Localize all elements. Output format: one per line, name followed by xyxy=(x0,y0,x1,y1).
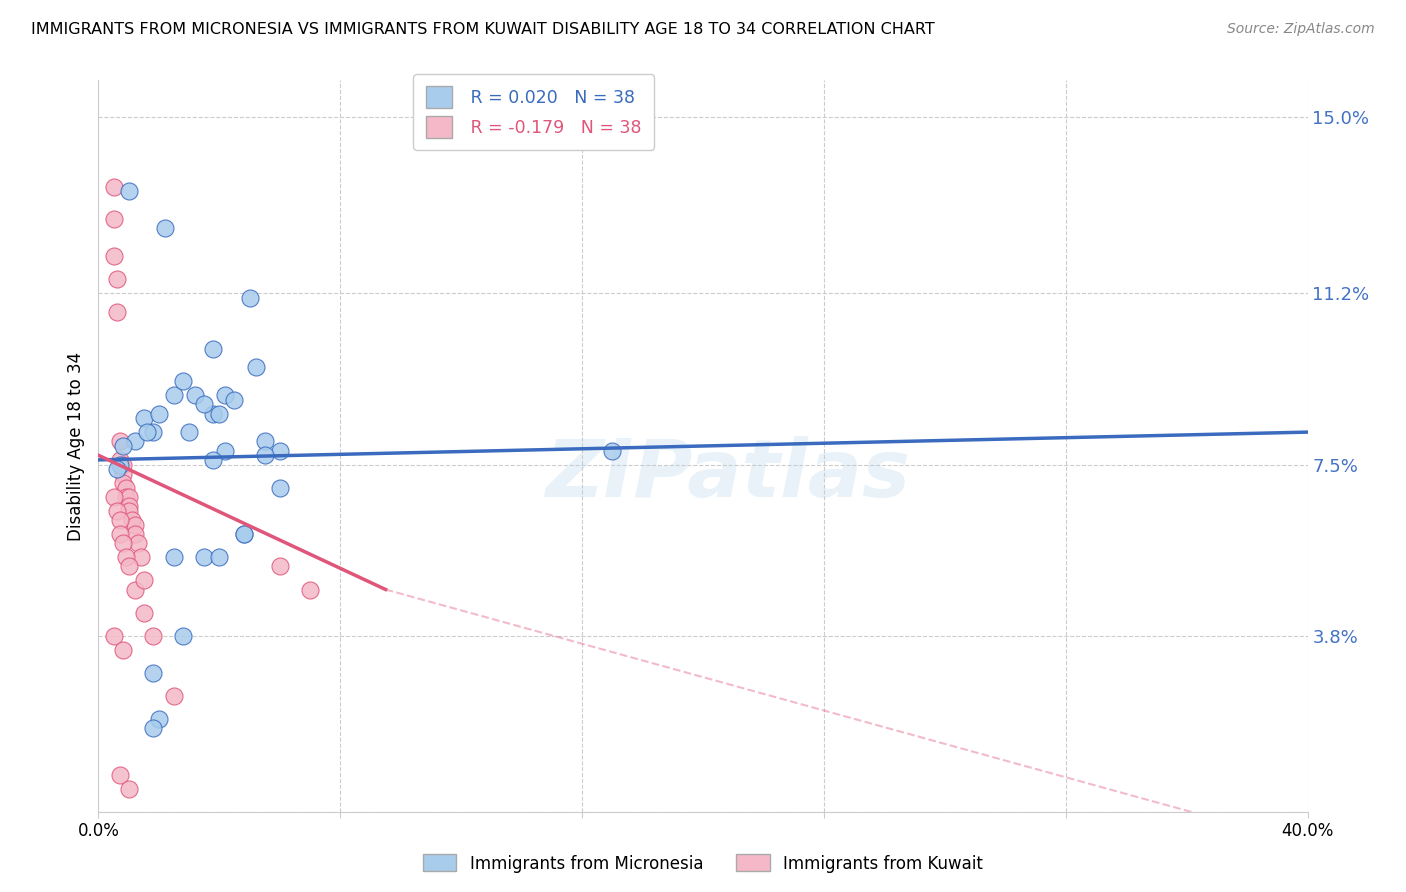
Point xyxy=(118,185,141,199)
Point xyxy=(208,550,231,565)
Point xyxy=(121,513,143,527)
Point xyxy=(129,550,152,565)
Point xyxy=(103,249,125,263)
Point xyxy=(202,407,225,421)
Point xyxy=(193,397,215,411)
Point xyxy=(103,212,125,227)
Point xyxy=(132,574,155,588)
Point xyxy=(142,665,165,680)
Point xyxy=(103,179,125,194)
Point xyxy=(253,448,276,462)
Point xyxy=(232,527,254,541)
Point xyxy=(118,499,141,513)
Point xyxy=(103,490,125,504)
Point xyxy=(172,374,194,388)
Point xyxy=(105,272,128,286)
Point xyxy=(114,550,136,565)
Point xyxy=(111,476,134,491)
Point xyxy=(142,629,165,643)
Point xyxy=(108,767,131,781)
Point xyxy=(179,425,201,439)
Point xyxy=(114,490,136,504)
Point xyxy=(111,467,134,481)
Point xyxy=(269,481,291,495)
Point xyxy=(114,481,136,495)
Point xyxy=(111,458,134,472)
Point xyxy=(208,407,231,421)
Point xyxy=(108,434,131,449)
Point xyxy=(202,453,225,467)
Point xyxy=(142,425,165,439)
Point xyxy=(202,342,225,356)
Point xyxy=(245,360,267,375)
Point xyxy=(163,689,186,703)
Point xyxy=(148,712,170,726)
Point xyxy=(127,536,149,550)
Point xyxy=(108,527,131,541)
Point xyxy=(232,527,254,541)
Text: ZIPatlas: ZIPatlas xyxy=(544,436,910,515)
Point xyxy=(124,527,146,541)
Point xyxy=(111,642,134,657)
Point xyxy=(299,582,322,597)
Point xyxy=(239,291,262,305)
Point xyxy=(124,517,146,532)
Point xyxy=(103,629,125,643)
Y-axis label: Disability Age 18 to 34: Disability Age 18 to 34 xyxy=(66,351,84,541)
Point xyxy=(193,550,215,565)
Point xyxy=(111,536,134,550)
Point xyxy=(132,606,155,620)
Point xyxy=(214,443,236,458)
Point xyxy=(108,453,131,467)
Point xyxy=(224,392,246,407)
Point xyxy=(124,582,146,597)
Point xyxy=(269,443,291,458)
Point xyxy=(118,490,141,504)
Text: IMMIGRANTS FROM MICRONESIA VS IMMIGRANTS FROM KUWAIT DISABILITY AGE 18 TO 34 COR: IMMIGRANTS FROM MICRONESIA VS IMMIGRANTS… xyxy=(31,22,935,37)
Point xyxy=(132,411,155,425)
Point xyxy=(602,443,624,458)
Point xyxy=(105,462,128,476)
Point xyxy=(172,629,194,643)
Point xyxy=(148,407,170,421)
Text: Source: ZipAtlas.com: Source: ZipAtlas.com xyxy=(1227,22,1375,37)
Point xyxy=(118,559,141,574)
Point xyxy=(253,434,276,449)
Point xyxy=(163,550,186,565)
Point xyxy=(214,388,236,402)
Legend:  R = 0.020   N = 38,  R = -0.179   N = 38: R = 0.020 N = 38, R = -0.179 N = 38 xyxy=(413,74,654,150)
Point xyxy=(124,434,146,449)
Point xyxy=(111,439,134,453)
Point xyxy=(105,504,128,518)
Point xyxy=(108,458,131,472)
Point xyxy=(163,388,186,402)
Point xyxy=(153,221,176,235)
Point xyxy=(142,722,165,736)
Legend: Immigrants from Micronesia, Immigrants from Kuwait: Immigrants from Micronesia, Immigrants f… xyxy=(416,847,990,880)
Point xyxy=(105,304,128,318)
Point xyxy=(118,504,141,518)
Point xyxy=(184,388,207,402)
Point xyxy=(135,425,157,439)
Point xyxy=(108,513,131,527)
Point xyxy=(269,559,291,574)
Point xyxy=(118,781,141,796)
